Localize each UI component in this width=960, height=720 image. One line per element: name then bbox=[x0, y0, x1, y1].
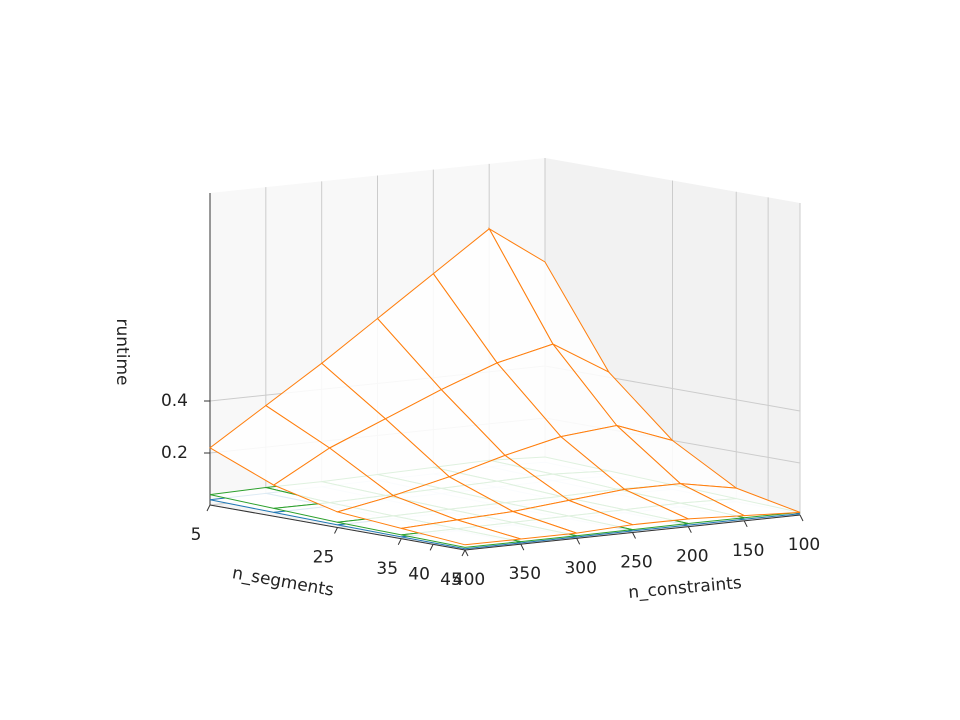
y-axis-line bbox=[464, 514, 801, 551]
z-axis-label: runtime bbox=[112, 319, 132, 386]
x-tick-label: 40 bbox=[408, 564, 430, 584]
y-tick-label: 300 bbox=[564, 558, 596, 578]
y-tick-label: 350 bbox=[509, 564, 541, 584]
tick-mark bbox=[461, 549, 466, 557]
z-tick-label: 0.4 bbox=[161, 391, 188, 411]
tick-mark bbox=[743, 520, 748, 528]
x-tick-label: 5 bbox=[191, 525, 202, 545]
tick-mark bbox=[334, 527, 338, 534]
tick-mark bbox=[206, 504, 211, 512]
x-axis-label: n_segments bbox=[231, 563, 336, 601]
x-axis-line bbox=[209, 504, 466, 551]
surface-cell bbox=[401, 519, 521, 546]
tick-mark bbox=[520, 543, 525, 551]
x-tick-label: 45 bbox=[440, 570, 462, 590]
z-tick-label: 0.2 bbox=[161, 443, 188, 463]
tick-mark bbox=[429, 544, 434, 551]
y-tick-label: 100 bbox=[788, 535, 820, 555]
y-tick-label: 250 bbox=[620, 553, 652, 573]
tick-mark bbox=[799, 514, 804, 522]
tick-mark bbox=[464, 549, 469, 557]
surfaces bbox=[209, 227, 801, 550]
x-tick-label: 25 bbox=[313, 548, 335, 568]
tick-mark bbox=[397, 538, 402, 545]
tick-mark bbox=[576, 538, 581, 545]
tick-mark bbox=[632, 532, 636, 539]
tick-mark bbox=[687, 526, 692, 533]
y-tick-label: 200 bbox=[676, 547, 708, 567]
y-tick-label: 400 bbox=[453, 570, 485, 590]
x-tick-label: 35 bbox=[376, 559, 398, 579]
y-tick-label: 150 bbox=[732, 541, 764, 561]
y-axis-label: n_constraints bbox=[627, 573, 742, 603]
